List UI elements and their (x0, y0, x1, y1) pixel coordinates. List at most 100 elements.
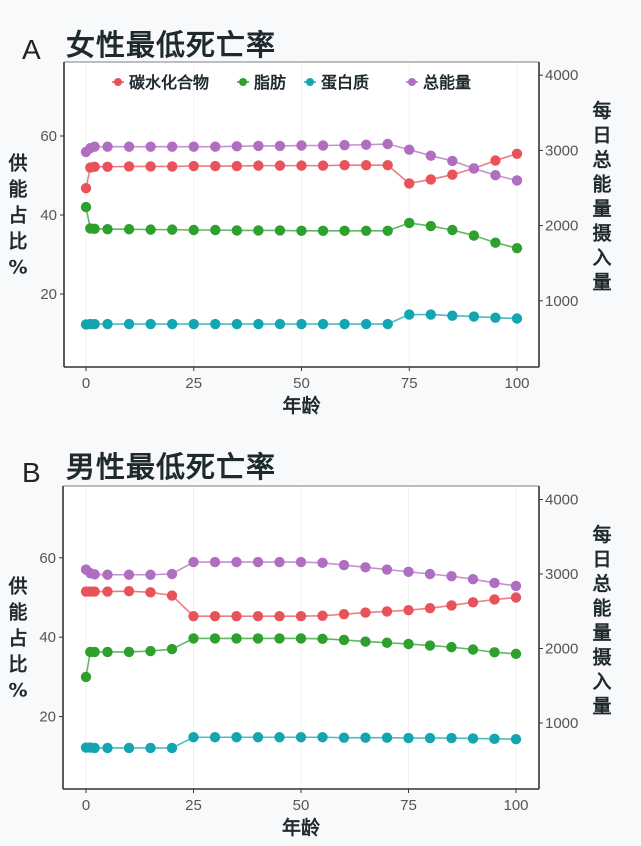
data-point (188, 141, 199, 152)
y-right-axis-title-char: 摄 (592, 222, 612, 245)
data-point (425, 150, 436, 161)
data-point (468, 163, 480, 174)
legend-marker-icon (306, 78, 314, 86)
data-point (209, 556, 221, 568)
y-left-tick-label: 60 (40, 128, 57, 145)
y-left-axis-title-char: 比 (8, 231, 27, 253)
data-point (317, 633, 328, 644)
data-point (403, 732, 414, 744)
legend: 碳水化合物 脂肪 蛋白质 总能量 (112, 73, 471, 92)
data-point (510, 592, 522, 603)
data-point (252, 732, 264, 743)
data-point (295, 732, 307, 743)
y-right-tick-label: 4000 (545, 67, 578, 84)
data-point (296, 160, 307, 171)
data-point (145, 742, 156, 754)
data-point (317, 160, 329, 171)
data-point (166, 643, 178, 655)
data-point (89, 586, 100, 597)
data-point (296, 225, 307, 236)
data-point (446, 571, 457, 582)
y-right-axis-title-char: 总 (592, 572, 611, 595)
data-point (447, 310, 458, 321)
data-point (145, 224, 156, 235)
y-right-tick-label: 1000 (545, 715, 578, 732)
data-point (339, 318, 350, 330)
data-point (145, 645, 156, 657)
data-point (317, 140, 329, 151)
data-point (274, 140, 286, 152)
data-point (339, 160, 350, 171)
y-right-tick-label: 2000 (545, 641, 578, 658)
x-tick-label: 75 (400, 797, 417, 814)
data-point (252, 633, 264, 644)
data-point (123, 585, 135, 597)
data-point (360, 562, 371, 573)
data-point (425, 309, 436, 320)
data-point (381, 606, 393, 617)
data-point (188, 318, 199, 330)
legend-label: 碳水化合物 (129, 73, 209, 92)
y-right-tick-label: 1000 (545, 293, 578, 310)
data-point (231, 225, 243, 236)
data-point (80, 201, 92, 213)
data-point (296, 140, 307, 151)
data-point (166, 742, 178, 754)
data-point (403, 605, 414, 616)
data-point (490, 155, 501, 166)
data-point (231, 160, 243, 172)
data-point (167, 161, 178, 172)
data-point (510, 580, 522, 592)
y-right-axis-title-char: 每 (592, 99, 611, 122)
data-point (360, 225, 372, 236)
x-tick-label: 25 (185, 797, 202, 814)
legend-label: 蛋白质 (321, 73, 369, 92)
data-point (274, 732, 285, 743)
y-left-axis-title-char: 占 (8, 204, 27, 227)
data-point (188, 160, 199, 172)
data-point (296, 318, 307, 330)
data-point (102, 318, 113, 330)
y-right-tick-label: 2000 (545, 218, 578, 235)
data-point (382, 318, 393, 330)
y-left-axis-title-char: 能 (8, 178, 27, 201)
data-point (338, 634, 350, 646)
data-point (89, 223, 100, 235)
data-point (167, 224, 178, 235)
data-point (317, 732, 328, 743)
data-point (489, 577, 500, 589)
x-axis-title: 年龄 (282, 816, 321, 839)
y-right-axis-title-char: 日 (592, 125, 611, 147)
data-point (338, 732, 350, 743)
data-point (317, 225, 329, 236)
data-point (252, 610, 264, 622)
data-point (89, 141, 100, 152)
data-point (360, 139, 372, 150)
data-point (339, 139, 350, 151)
y-left-axis-title-char: 供 (7, 152, 27, 175)
data-point (209, 732, 221, 743)
data-point (404, 144, 415, 155)
data-point (424, 732, 436, 744)
data-point (231, 732, 242, 743)
x-axis-title: 年龄 (282, 394, 321, 417)
panel-b-title: 男性最低死亡率 (66, 450, 277, 484)
data-point (123, 141, 135, 152)
x-tick-label: 25 (185, 375, 202, 392)
data-point (253, 225, 264, 236)
data-point (447, 155, 458, 167)
data-point (89, 569, 100, 580)
data-point (210, 160, 221, 172)
data-point (403, 566, 414, 577)
x-tick-label: 0 (82, 375, 90, 392)
data-point (424, 603, 436, 614)
data-point (446, 600, 457, 611)
data-point (510, 734, 522, 745)
panel-a-title: 女性最低死亡率 (66, 28, 277, 62)
data-point (447, 169, 458, 180)
data-point (102, 141, 113, 152)
y-right-tick-label: 4000 (545, 492, 578, 509)
data-point (123, 318, 135, 330)
